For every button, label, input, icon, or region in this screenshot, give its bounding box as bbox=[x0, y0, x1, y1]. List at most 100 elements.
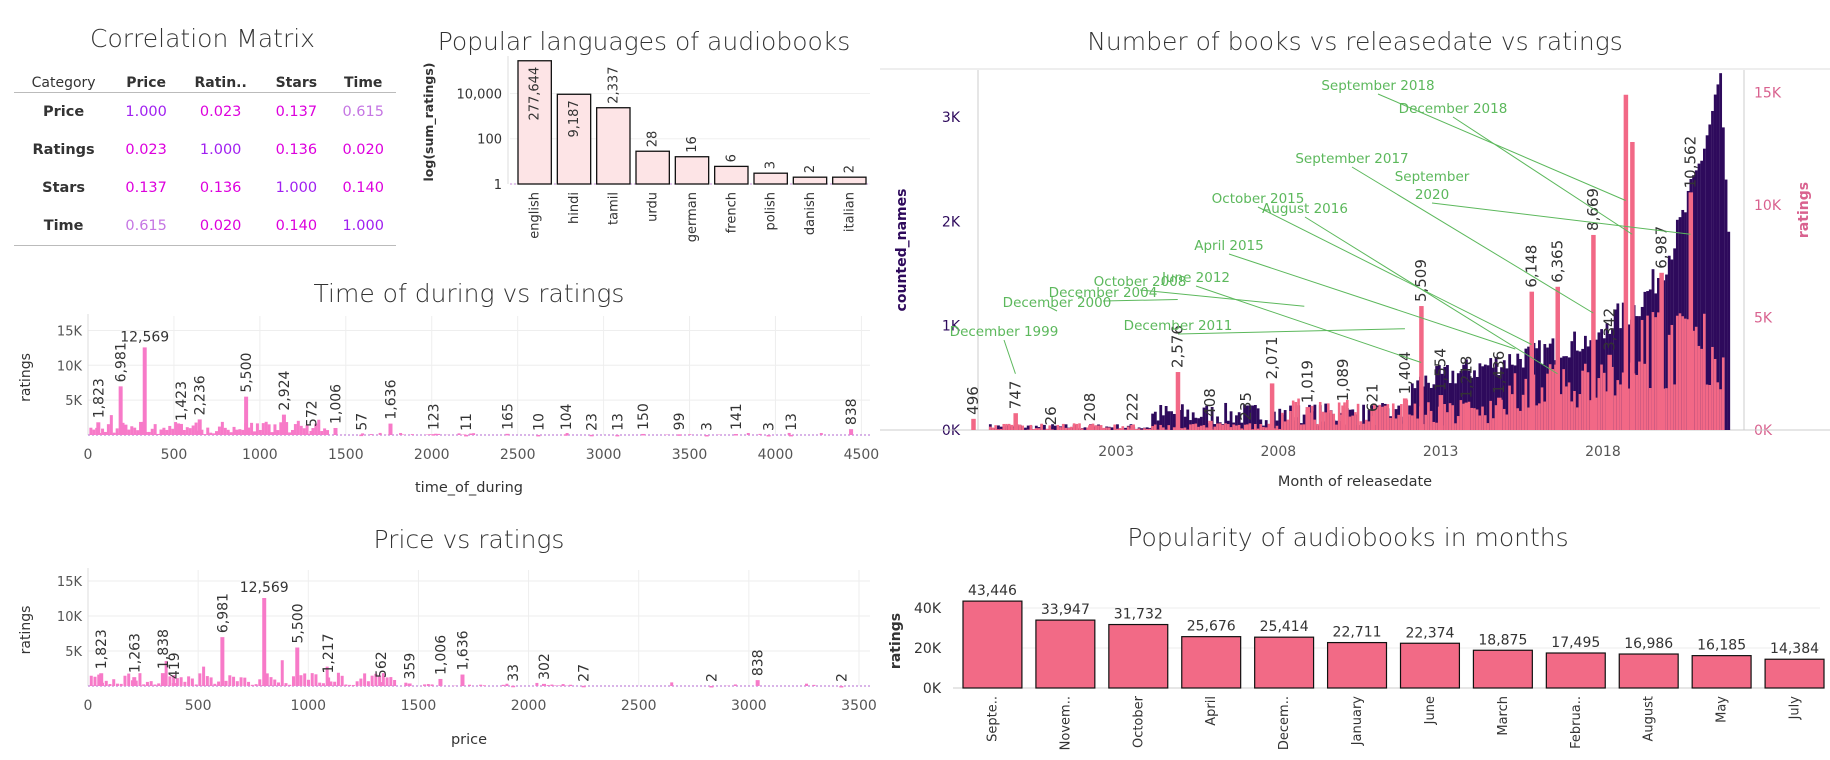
ratings-bar bbox=[1240, 428, 1244, 430]
annotation-leader bbox=[1257, 206, 1532, 345]
ratings-bar bbox=[1627, 388, 1630, 430]
bar-value-label: 18,875 bbox=[1478, 632, 1527, 648]
annotation-leader bbox=[1377, 93, 1626, 201]
bar bbox=[194, 684, 198, 686]
bar-value-label: 6,365 bbox=[1548, 240, 1566, 283]
count-bar bbox=[1613, 309, 1617, 430]
ratings-bar bbox=[1630, 142, 1635, 430]
bar bbox=[402, 434, 406, 435]
count-bar bbox=[1024, 427, 1027, 430]
bar-value-label: 6,987 bbox=[1652, 226, 1670, 269]
x-tick-label: urdu bbox=[646, 192, 661, 222]
bar bbox=[247, 427, 251, 435]
ratings-bar bbox=[1508, 385, 1511, 430]
ratings-bar bbox=[1456, 416, 1460, 430]
x-tick-label: 2008 bbox=[1261, 444, 1297, 460]
bar bbox=[226, 429, 230, 435]
bar bbox=[254, 684, 258, 686]
bar bbox=[333, 427, 338, 435]
bar-value-label: 13 bbox=[784, 413, 800, 431]
ratings-bar bbox=[1573, 391, 1576, 430]
count-bar bbox=[1470, 377, 1474, 430]
count-bar bbox=[999, 426, 1003, 430]
count-bar bbox=[1621, 302, 1625, 430]
count-bar bbox=[1202, 407, 1206, 430]
bar bbox=[197, 419, 202, 435]
language-bar bbox=[792, 176, 828, 185]
bar bbox=[123, 675, 127, 686]
ratings-bar bbox=[1402, 398, 1408, 430]
bar-value-label: 26 bbox=[1042, 406, 1060, 425]
bar-value-label: 6,981 bbox=[215, 593, 231, 633]
count-bar bbox=[1302, 414, 1306, 430]
chart-title: Time of during vs ratings bbox=[314, 279, 625, 308]
ratings-bar bbox=[1088, 425, 1093, 430]
count-bar bbox=[1199, 416, 1203, 430]
ratings-bar bbox=[1400, 404, 1403, 430]
count-bar bbox=[1053, 425, 1057, 430]
ratings-bar bbox=[1269, 383, 1275, 430]
ratings-bar bbox=[1435, 422, 1438, 430]
count-bar bbox=[1705, 135, 1709, 431]
count-bar bbox=[1416, 380, 1420, 430]
correlation-cell: 0.137 bbox=[125, 180, 167, 196]
bar-value-label: 123 bbox=[426, 403, 442, 430]
ratings-bar bbox=[1049, 429, 1054, 430]
bar bbox=[172, 675, 176, 686]
count-bar bbox=[1594, 339, 1598, 430]
bar-value-label: 208 bbox=[1081, 393, 1099, 422]
ratings-bar bbox=[1643, 363, 1647, 430]
x-tick-label: 2000 bbox=[414, 447, 450, 463]
ratings-bar bbox=[1341, 405, 1346, 430]
ratings-bar bbox=[1667, 334, 1671, 430]
bar-value-label: 33 bbox=[506, 664, 522, 682]
bar-value-label: 8,669 bbox=[1584, 188, 1602, 231]
ratings-bar bbox=[1094, 425, 1098, 430]
bar bbox=[326, 430, 330, 435]
price-chart: Price vs ratings 5K 10K 15K 0 500 1000 1500 2000… bbox=[18, 525, 877, 748]
ratings-bar bbox=[1478, 415, 1482, 430]
bar-value-label: 16 bbox=[685, 136, 700, 153]
bar bbox=[755, 680, 760, 686]
count-bar bbox=[1153, 411, 1157, 430]
ratings-bar bbox=[1711, 346, 1714, 430]
duration-chart: Time of during vs ratings 5K 10K 15K 0 500 100… bbox=[18, 279, 879, 496]
ratings-bar bbox=[1635, 374, 1638, 430]
ratings-bar bbox=[1492, 418, 1495, 430]
bar bbox=[467, 684, 471, 686]
x-tick-label: italian bbox=[842, 192, 857, 232]
bar-value-label: 2 bbox=[803, 165, 818, 173]
bar-value-label: 1,019 bbox=[1299, 360, 1317, 403]
ratings-bar bbox=[1462, 403, 1465, 430]
ratings-bar bbox=[991, 427, 995, 430]
count-bar bbox=[1164, 406, 1168, 430]
bar bbox=[378, 675, 382, 686]
ratings-bar bbox=[1705, 384, 1709, 430]
bar-value-label: 562 bbox=[374, 651, 390, 678]
ratings-bar bbox=[1151, 426, 1154, 430]
bar bbox=[766, 434, 771, 437]
bar bbox=[108, 684, 112, 686]
count-bar bbox=[1116, 424, 1119, 430]
bar bbox=[709, 685, 714, 688]
bar bbox=[224, 680, 228, 686]
bar bbox=[303, 673, 307, 686]
annotation-label: August 2016 bbox=[1262, 201, 1348, 217]
ratings-bar bbox=[1394, 418, 1398, 430]
ratings-bar bbox=[1159, 424, 1162, 430]
row-label: Time bbox=[43, 218, 84, 234]
y-axis-label: counted_names bbox=[894, 189, 910, 312]
ratings-bar bbox=[1289, 410, 1292, 430]
ratings-bar bbox=[1143, 428, 1146, 430]
ratings-bar bbox=[1654, 317, 1657, 430]
count-bar bbox=[1516, 353, 1520, 430]
ratings-bar bbox=[1410, 415, 1414, 430]
bar bbox=[182, 429, 186, 435]
count-bar bbox=[1064, 424, 1068, 430]
ratings-bar bbox=[1367, 421, 1371, 430]
ratings-bar bbox=[1283, 421, 1287, 430]
bar bbox=[252, 431, 256, 435]
bar-value-label: 16,986 bbox=[1624, 636, 1673, 652]
month-bar bbox=[1108, 623, 1169, 689]
ratings-bar bbox=[1332, 413, 1336, 430]
